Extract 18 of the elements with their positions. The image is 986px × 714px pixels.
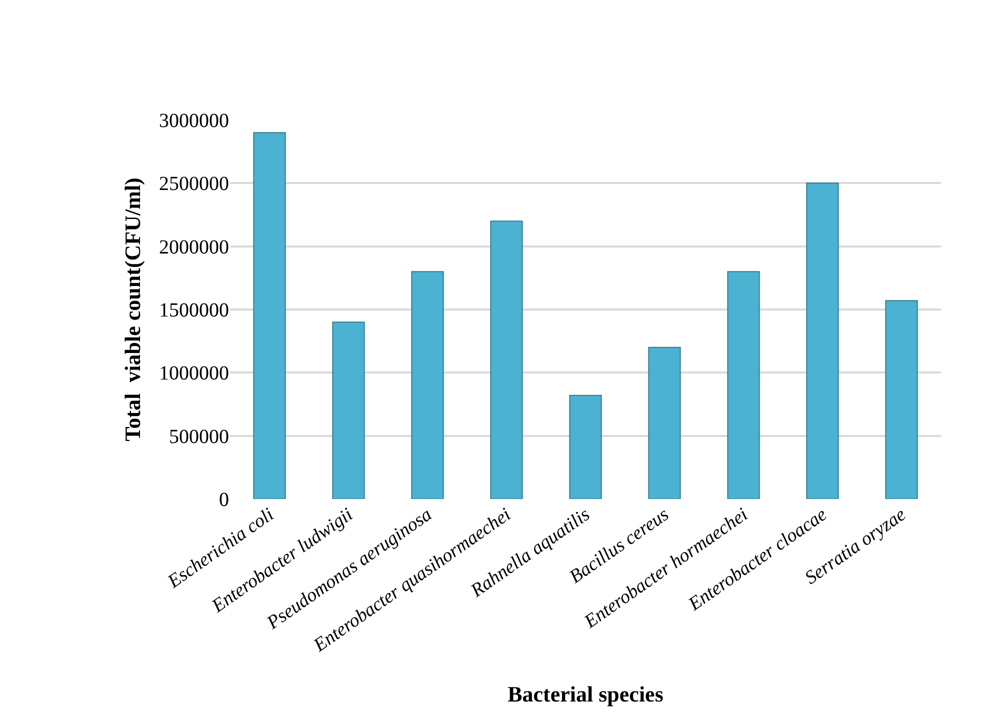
y-axis-title: Total viable count(CFU/ml) (120, 178, 145, 442)
bar (253, 132, 286, 499)
bar (569, 394, 602, 499)
bar (885, 300, 918, 499)
bar (332, 322, 365, 499)
bar (411, 271, 444, 499)
y-tick-label: 0 (219, 489, 229, 511)
bar (806, 182, 839, 499)
y-tick-label: 2500000 (159, 173, 229, 196)
bar (490, 220, 523, 499)
y-tick-label: 500000 (169, 426, 229, 448)
y-tick-label: 3000000 (159, 110, 229, 132)
bar (648, 346, 681, 499)
y-tick-label: 1500000 (159, 300, 229, 322)
y-tick-label: 2000000 (159, 236, 229, 258)
bar (727, 271, 760, 499)
y-tick-label: 1000000 (159, 362, 229, 385)
x-axis-title: Bacterial species (508, 682, 664, 707)
